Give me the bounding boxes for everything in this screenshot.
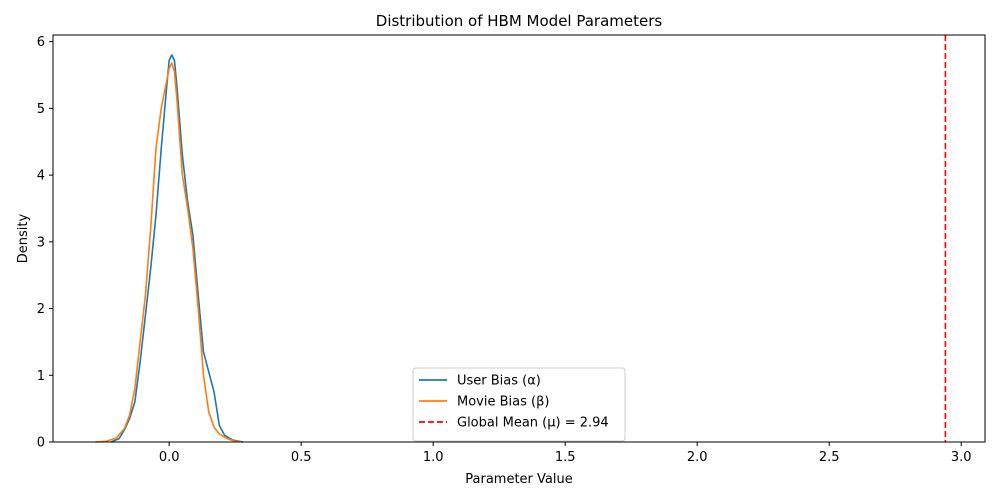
x-tick-label: 0.0 xyxy=(159,450,180,465)
legend-box xyxy=(412,367,626,442)
legend-label: User Bias (α) xyxy=(457,374,541,389)
x-tick-label: 1.5 xyxy=(555,450,576,465)
plot-area xyxy=(95,35,947,443)
y-tick-label: 1 xyxy=(37,369,45,384)
legend-label: Global Mean (μ) = 2.94 xyxy=(457,416,609,431)
y-tick-label: 2 xyxy=(37,302,45,317)
x-axis-label: Parameter Value xyxy=(465,472,572,487)
legend: User Bias (α) Movie Bias (β) Global Mean (… xyxy=(412,367,626,442)
y-tick-label: 0 xyxy=(37,436,45,451)
x-tick-label: 2.0 xyxy=(687,450,708,465)
axes: 0.0 0.5 1.0 1.5 2.0 2.5 3.0 0 1 2 3 4 5 6 xyxy=(37,35,972,465)
x-tick-label: 3.0 xyxy=(951,450,972,465)
x-tick-label: 1.0 xyxy=(423,450,444,465)
series-line-1 xyxy=(95,62,244,443)
plot-frame xyxy=(52,34,986,443)
y-tick-label: 6 xyxy=(37,35,45,50)
y-tick-label: 3 xyxy=(37,235,45,250)
y-tick-label: 4 xyxy=(37,169,45,184)
x-tick-label: 0.5 xyxy=(291,450,312,465)
x-tick-label: 2.5 xyxy=(819,450,840,465)
series-line-0 xyxy=(110,54,244,443)
y-tick-label: 5 xyxy=(37,102,45,117)
y-axis-label: Density xyxy=(16,213,31,263)
chart-title: Distribution of HBM Model Parameters xyxy=(376,12,663,30)
legend-label: Movie Bias (β) xyxy=(457,395,549,410)
